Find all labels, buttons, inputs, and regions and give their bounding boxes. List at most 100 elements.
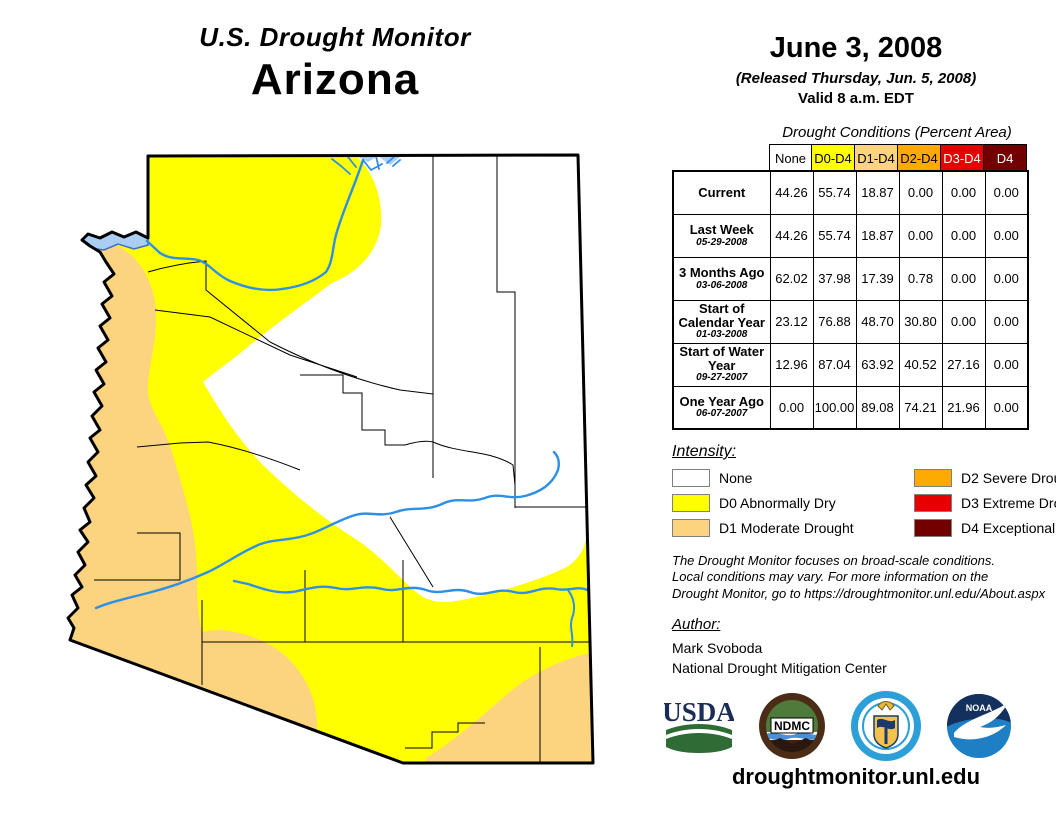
table-cell: 62.02 (769, 256, 814, 301)
legend-swatch-d0 (672, 494, 710, 512)
table-cell: 0.78 (898, 256, 943, 301)
row-date: 06-07-2007 (696, 408, 748, 420)
table-title: Drought Conditions (Percent Area) (782, 124, 1012, 141)
author-block: Author: Mark Svoboda National Drought Mi… (672, 616, 887, 676)
region-d1-west (68, 242, 318, 744)
legend-item-d0: D0 Abnormally Dry (672, 494, 850, 512)
table-cell: 89.08 (855, 385, 900, 430)
table-cell: 63.92 (855, 342, 900, 387)
svg-text:USDA: USDA (664, 697, 734, 727)
table-cell: 30.80 (898, 299, 943, 344)
table-cell: 0.00 (941, 170, 986, 215)
table-row: Current 44.26 55.74 18.87 0.00 0.00 0.00 (672, 170, 1029, 215)
row-label: Start of Water Year 09-27-2007 (672, 342, 771, 387)
author-name: Mark Svoboda (672, 640, 763, 656)
table-row: One Year Ago 06-07-2007 0.00 100.00 89.0… (672, 385, 1029, 430)
legend-swatch-d1 (672, 519, 710, 537)
table-cell: 27.16 (941, 342, 986, 387)
gila-river (232, 579, 593, 596)
table-cell: 23.12 (769, 299, 814, 344)
lake-powell-branches (331, 155, 401, 175)
legend-swatch-d4 (914, 519, 952, 537)
col-header-d0d4: D0-D4 (812, 144, 855, 171)
page-title: U.S. Drought Monitor (199, 22, 471, 52)
ndmc-logo-icon: NDMC (759, 693, 825, 759)
legend-swatch-d3 (914, 494, 952, 512)
table-header-row: None D0-D4 D1-D4 D2-D4 D3-D4 D4 (769, 144, 1027, 171)
table-cell: 40.52 (898, 342, 943, 387)
map-date: June 3, 2008 (769, 32, 943, 64)
table-cell: 100.00 (812, 385, 857, 430)
col-header-d4: D4 (984, 144, 1027, 171)
county-lines (94, 155, 591, 763)
table-cell: 18.87 (855, 170, 900, 215)
legend-heading: Intensity: (672, 443, 737, 460)
region-d1-southeast (426, 652, 593, 763)
legend-swatch-d2 (914, 469, 952, 487)
legend-item-d4: D4 Exceptional Drought (914, 519, 1056, 537)
website-url: droughtmonitor.unl.edu (731, 764, 981, 789)
title-block: U.S. Drought Monitor Arizona (0, 22, 670, 105)
row-label: Current (672, 170, 771, 215)
table-cell: 0.00 (941, 299, 986, 344)
table-cell: 0.00 (941, 213, 986, 258)
legend-swatch-none (672, 469, 710, 487)
drought-conditions-table: Current 44.26 55.74 18.87 0.00 0.00 0.00… (672, 170, 1029, 430)
agency-logos: USDA NDMC NOAA (664, 690, 1012, 762)
col-header-d2d4: D2-D4 (898, 144, 941, 171)
table-cell: 0.00 (898, 213, 943, 258)
col-header-none: None (769, 144, 812, 171)
lake-powell (354, 155, 404, 165)
row-date: 05-29-2008 (696, 236, 748, 248)
noaa-logo-icon: NOAA (947, 694, 1011, 758)
col-header-d1d4: D1-D4 (855, 144, 898, 171)
valid-time: Valid 8 a.m. EDT (798, 90, 914, 107)
row-date: 01-03-2008 (696, 329, 748, 341)
table-row: Last Week 05-29-2008 44.26 55.74 18.87 0… (672, 213, 1029, 258)
row-label: Last Week 05-29-2008 (672, 213, 771, 258)
disclaimer-text: The Drought Monitor focuses on broad-sca… (672, 553, 1046, 601)
table-cell: 0.00 (984, 342, 1029, 387)
table-cell: 12.96 (769, 342, 814, 387)
legend-item-d2: D2 Severe Drought (914, 469, 1056, 487)
col-header-d3d4: D3-D4 (941, 144, 984, 171)
row-date: 09-27-2007 (696, 372, 748, 384)
author-organization: National Drought Mitigation Center (672, 660, 887, 676)
table-cell: 0.00 (898, 170, 943, 215)
row-label: 3 Months Ago 03-06-2008 (672, 256, 771, 301)
table-cell: 55.74 (812, 213, 857, 258)
table-cell: 44.26 (769, 170, 814, 215)
table-cell: 55.74 (812, 170, 857, 215)
table-cell: 44.26 (769, 213, 814, 258)
table-cell: 0.00 (984, 385, 1029, 430)
usda-logo-icon: USDA (664, 697, 734, 753)
row-label: One Year Ago 06-07-2007 (672, 385, 771, 430)
arizona-drought-map (66, 153, 595, 765)
table-cell: 76.88 (812, 299, 857, 344)
table-cell: 18.87 (855, 213, 900, 258)
released-date: (Released Thursday, Jun. 5, 2008) (735, 70, 977, 87)
san-francisco-river-branch (567, 589, 576, 647)
table-cell: 74.21 (898, 385, 943, 430)
table-cell: 0.00 (941, 256, 986, 301)
table-cell: 17.39 (855, 256, 900, 301)
row-label: Start of Calendar Year 01-03-2008 (672, 299, 771, 344)
table-cell: 37.98 (812, 256, 857, 301)
table-cell: 0.00 (984, 170, 1029, 215)
author-heading: Author: (672, 616, 721, 633)
table-cell: 0.00 (769, 385, 814, 430)
table-row: 3 Months Ago 03-06-2008 62.02 37.98 17.3… (672, 256, 1029, 301)
svg-text:NOAA: NOAA (966, 703, 993, 713)
salt-gila-river (94, 450, 560, 610)
region-none (203, 155, 587, 602)
row-date: 03-06-2008 (696, 279, 748, 291)
legend-item-d3: D3 Extreme Drought (914, 494, 1056, 512)
table-row: Start of Water Year 09-27-2007 12.96 87.… (672, 342, 1029, 387)
table-row: Start of Calendar Year 01-03-2008 23.12 … (672, 299, 1029, 344)
table-cell: 0.00 (984, 256, 1029, 301)
table-cell: 0.00 (984, 213, 1029, 258)
state-name-title: Arizona (250, 55, 420, 104)
colorado-river (145, 158, 365, 292)
svg-text:NDMC: NDMC (774, 719, 810, 733)
table-cell: 87.04 (812, 342, 857, 387)
